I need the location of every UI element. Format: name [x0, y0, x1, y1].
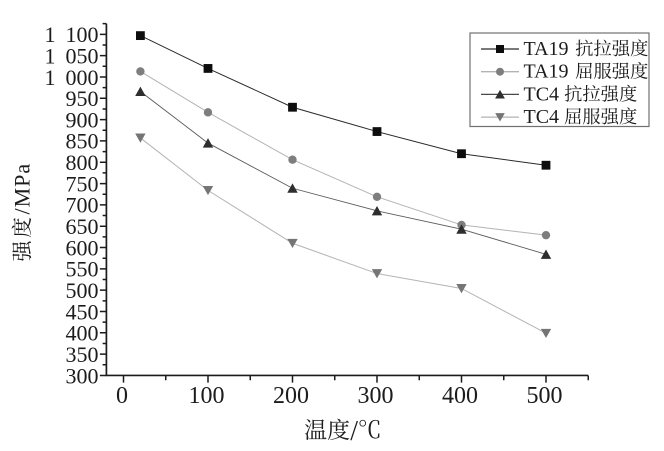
- svg-text:100: 100: [66, 22, 99, 47]
- svg-text:600: 600: [66, 235, 99, 260]
- svg-text:550: 550: [66, 257, 99, 282]
- svg-text:700: 700: [66, 193, 99, 218]
- svg-text:300: 300: [358, 383, 394, 409]
- svg-text:000: 000: [66, 65, 99, 90]
- svg-text:1: 1: [45, 22, 56, 47]
- svg-text:750: 750: [66, 171, 99, 196]
- svg-text:100: 100: [189, 383, 225, 409]
- svg-text:500: 500: [66, 278, 99, 303]
- svg-text:TC4: TC4: [524, 106, 560, 128]
- svg-text:650: 650: [66, 214, 99, 239]
- svg-text:/MPa: /MPa: [10, 163, 35, 215]
- svg-text:TA19: TA19: [524, 61, 569, 83]
- svg-text:200: 200: [273, 383, 309, 409]
- svg-text:950: 950: [66, 86, 99, 111]
- svg-text:500: 500: [527, 383, 563, 409]
- svg-text:1: 1: [45, 65, 56, 90]
- svg-text:TA19: TA19: [524, 38, 569, 60]
- svg-text:0: 0: [116, 383, 128, 409]
- svg-text:800: 800: [66, 150, 99, 175]
- svg-text:1: 1: [45, 43, 56, 68]
- svg-text:400: 400: [442, 383, 478, 409]
- svg-text:900: 900: [66, 107, 99, 132]
- svg-text:050: 050: [66, 43, 99, 68]
- svg-text:850: 850: [66, 129, 99, 154]
- svg-text:400: 400: [66, 321, 99, 346]
- svg-text:/: /: [350, 416, 358, 447]
- svg-text:450: 450: [66, 299, 99, 324]
- svg-text:300: 300: [66, 363, 99, 388]
- svg-text:TC4: TC4: [524, 83, 560, 105]
- svg-text:350: 350: [66, 342, 99, 367]
